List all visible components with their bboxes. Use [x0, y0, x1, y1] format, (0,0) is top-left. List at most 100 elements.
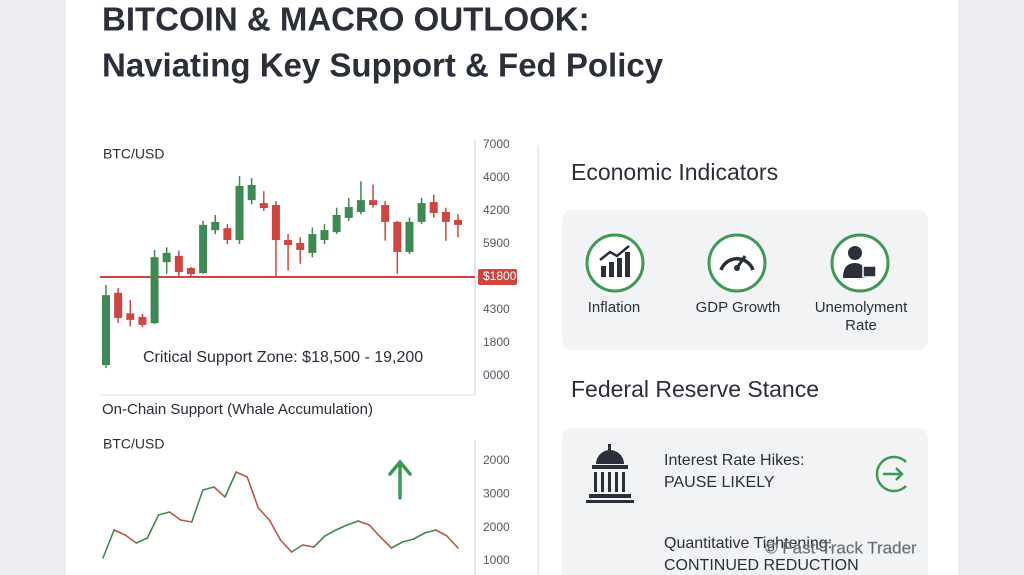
- y-tick-label: 4000: [483, 170, 510, 184]
- candle-body: [284, 240, 293, 245]
- gdp-icon: [707, 233, 767, 293]
- y-tick-label: 1800: [483, 335, 510, 349]
- chart-title: BTC/USD: [103, 146, 164, 162]
- y-tick-label: 2000: [483, 453, 510, 467]
- line-segment: [168, 511, 182, 521]
- candle-body: [259, 203, 268, 209]
- line-segment: [346, 520, 359, 526]
- line-segment: [224, 471, 237, 498]
- line-segment: [213, 486, 226, 498]
- candle-body: [417, 203, 426, 222]
- title-line: BITCOIN & MACRO OUTLOOK:: [102, 1, 590, 38]
- y-tick-label: 4200: [483, 203, 510, 217]
- candle-body: [247, 184, 256, 201]
- y-tick-label: 3000: [483, 487, 510, 501]
- candle-body: [296, 243, 305, 250]
- candle-body: [441, 211, 450, 222]
- line-segment: [179, 519, 193, 523]
- candle-body: [114, 292, 123, 318]
- stance-label: Quantitative Tightening:: [664, 535, 832, 552]
- indicator-label: Inflation: [588, 299, 641, 316]
- candle-body: [344, 207, 353, 218]
- candle-body: [356, 200, 365, 212]
- stance-status: PAUSE LIKELY: [664, 474, 775, 491]
- indicator-label: Rate: [845, 317, 877, 334]
- candle-body: [138, 316, 147, 325]
- line-segment: [257, 507, 271, 521]
- section-heading: Economic Indicators: [571, 159, 778, 185]
- candle-body: [150, 257, 159, 324]
- line-segment: [135, 537, 149, 544]
- candle-body: [235, 185, 244, 241]
- line-segment: [423, 529, 437, 534]
- capitol-icon: [586, 444, 634, 503]
- candle-body: [223, 228, 232, 241]
- line-segment: [124, 534, 138, 544]
- unemployment-icon: [830, 233, 890, 293]
- line-segment: [357, 520, 371, 526]
- tick-highlight: [478, 269, 517, 285]
- y-tick-label: 2000: [483, 520, 510, 534]
- chart-title: On-Chain Support (Whale Accumulation): [102, 401, 373, 418]
- chart-subtitle: BTC/USD: [103, 436, 164, 452]
- line-segment: [412, 532, 426, 540]
- candle-body: [381, 205, 390, 222]
- line-segment: [401, 538, 415, 543]
- candle-body: [308, 234, 317, 253]
- line-segment: [102, 529, 115, 559]
- y-tick-label: 7000: [483, 137, 510, 151]
- line-segment: [379, 536, 393, 549]
- y-tick-label: 4300: [483, 302, 510, 316]
- line-segment: [246, 476, 260, 509]
- line-segment: [268, 519, 282, 541]
- card: [562, 428, 928, 575]
- y-tick-label: 1000: [483, 553, 510, 567]
- up-arrow: [388, 459, 412, 500]
- line-segment: [290, 544, 304, 553]
- indicator-label: Unemolyment: [815, 299, 908, 316]
- line-segment: [435, 529, 448, 537]
- candle-body: [429, 202, 438, 213]
- indicator-label: GDP Growth: [696, 299, 781, 316]
- line-segment: [113, 529, 126, 536]
- line-segment: [301, 544, 315, 548]
- line-segment: [202, 486, 215, 491]
- candle-body: [320, 230, 329, 241]
- candle-body: [369, 200, 378, 206]
- line-segment: [235, 471, 249, 478]
- candle-body: [102, 295, 110, 366]
- stance-status: CONTINUED REDUCTION: [664, 557, 859, 574]
- candle-body: [393, 221, 402, 252]
- stance-label: Interest Rate Hikes:: [664, 452, 805, 469]
- candle-body: [162, 252, 171, 263]
- y-tick-label: $1800: [483, 269, 517, 283]
- inflation-icon: [585, 233, 645, 293]
- annotation: Critical Support Zone: $18,500 - 19,200: [143, 349, 423, 366]
- line-segment: [446, 535, 459, 549]
- line-segment: [279, 539, 293, 553]
- y-tick-label: 5900: [483, 236, 510, 250]
- line-segment: [146, 514, 160, 539]
- arrow-icon: [875, 455, 907, 493]
- line-segment: [324, 529, 337, 537]
- candle-body: [199, 224, 208, 274]
- section-heading: Federal Reserve Stance: [571, 376, 819, 402]
- candle-body: [211, 221, 220, 231]
- candle-body: [186, 268, 195, 275]
- candle-body: [271, 205, 280, 241]
- y-tick-label: 0000: [483, 368, 510, 382]
- candle-body: [405, 221, 414, 252]
- line-segment: [157, 511, 171, 516]
- watermark: © Fast-Track Trader: [765, 538, 917, 557]
- line-segment: [368, 524, 382, 538]
- line-segment: [335, 524, 348, 531]
- candle-body: [454, 219, 462, 225]
- candle-body: [332, 214, 341, 233]
- title-line: Naviating Key Support & Fed Policy: [102, 47, 664, 84]
- candle-body: [174, 255, 183, 273]
- candle-body: [126, 313, 135, 320]
- line-segment: [190, 489, 204, 523]
- line-segment: [312, 535, 326, 548]
